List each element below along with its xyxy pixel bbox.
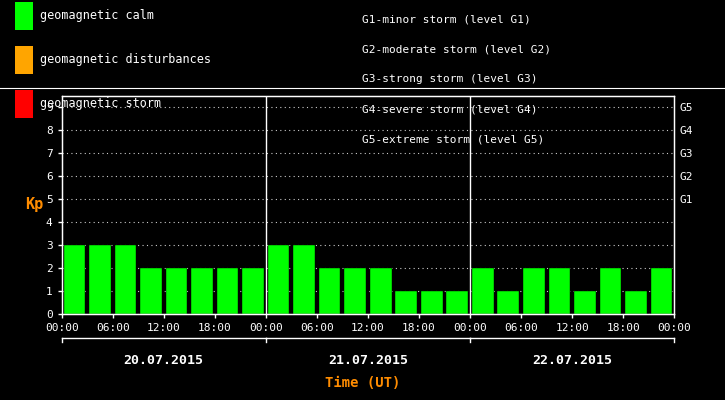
Bar bbox=[497, 291, 519, 314]
Bar bbox=[574, 291, 596, 314]
Text: 21.07.2015: 21.07.2015 bbox=[328, 354, 408, 366]
Text: G2-moderate storm (level G2): G2-moderate storm (level G2) bbox=[362, 44, 552, 54]
Bar bbox=[447, 291, 468, 314]
Bar bbox=[395, 291, 417, 314]
Bar bbox=[89, 245, 111, 314]
Bar bbox=[319, 268, 341, 314]
Y-axis label: Kp: Kp bbox=[25, 198, 44, 212]
Text: G1-minor storm (level G1): G1-minor storm (level G1) bbox=[362, 14, 531, 24]
Bar bbox=[421, 291, 442, 314]
Bar bbox=[294, 245, 315, 314]
Bar bbox=[165, 268, 187, 314]
Bar bbox=[625, 291, 647, 314]
Bar bbox=[64, 245, 86, 314]
Text: 22.07.2015: 22.07.2015 bbox=[532, 354, 612, 366]
Text: geomagnetic storm: geomagnetic storm bbox=[40, 98, 161, 110]
Bar bbox=[472, 268, 494, 314]
Bar bbox=[549, 268, 571, 314]
Text: 20.07.2015: 20.07.2015 bbox=[124, 354, 204, 366]
Bar bbox=[191, 268, 213, 314]
Bar bbox=[344, 268, 366, 314]
Bar bbox=[523, 268, 544, 314]
Bar bbox=[600, 268, 621, 314]
Bar bbox=[242, 268, 264, 314]
Text: G4-severe storm (level G4): G4-severe storm (level G4) bbox=[362, 104, 538, 114]
Bar bbox=[370, 268, 392, 314]
Bar bbox=[217, 268, 239, 314]
Text: G3-strong storm (level G3): G3-strong storm (level G3) bbox=[362, 74, 538, 84]
Bar bbox=[650, 268, 672, 314]
Text: G5-extreme storm (level G5): G5-extreme storm (level G5) bbox=[362, 134, 544, 144]
Text: geomagnetic calm: geomagnetic calm bbox=[40, 10, 154, 22]
Bar bbox=[115, 245, 136, 314]
Text: Time (UT): Time (UT) bbox=[325, 376, 400, 390]
Bar bbox=[268, 245, 289, 314]
Bar bbox=[140, 268, 162, 314]
Text: geomagnetic disturbances: geomagnetic disturbances bbox=[40, 54, 211, 66]
